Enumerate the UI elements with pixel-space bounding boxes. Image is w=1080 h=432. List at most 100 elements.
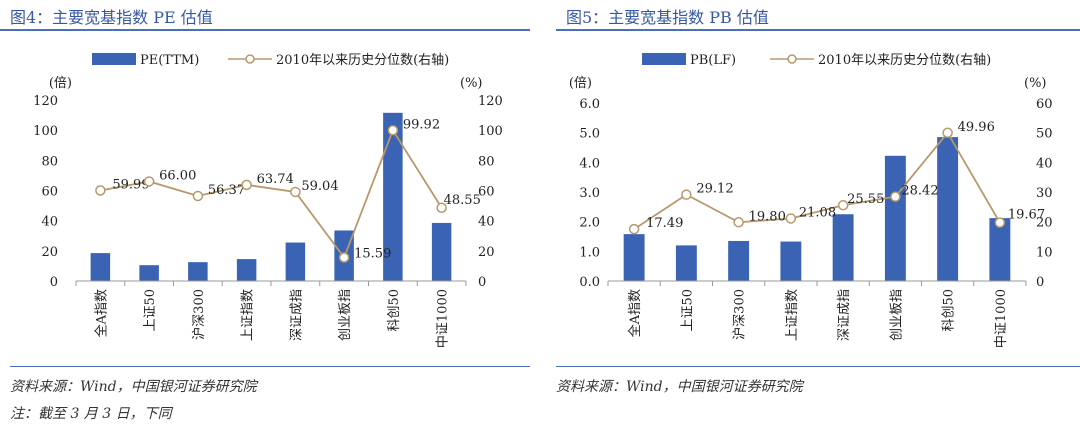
pb-percentile-point	[942, 127, 953, 139]
pb-percentile-data-label: 25.55	[847, 192, 884, 207]
pb-percentile-point	[785, 213, 797, 224]
pb-title-rule	[556, 29, 1080, 31]
pb-bar	[884, 155, 906, 281]
pb-bottom-rule	[556, 366, 1080, 367]
pb-percentile-point	[837, 199, 849, 211]
pe-left-axis-label: (倍)	[49, 76, 72, 91]
pb-right-tick-label: 30	[1036, 186, 1053, 201]
pe-bar	[139, 265, 159, 281]
pb-legend-line-marker	[787, 54, 797, 64]
pe-category-label: 上证50	[143, 289, 158, 332]
pe-category-label: 沪深300	[191, 289, 207, 340]
pe-right-tick-label: 60	[478, 185, 495, 200]
pb-bar	[623, 234, 645, 281]
pe-category-label: 上证指数	[241, 289, 256, 341]
pe-chart: PE(TTM) 2010年以来历史分位数(右轴) (倍) (%) 0 20 40 60 80 10…	[33, 53, 503, 348]
pe-bar	[383, 112, 403, 281]
pb-chart: PB(LF) 2010年以来历史分位数(右轴) (倍) (%) 0.0 1.0 2.0 3.0…	[569, 53, 1053, 348]
pe-category-label: 科创50	[387, 289, 402, 332]
pb-left-tick-label: 2.0	[579, 216, 600, 231]
pe-percentile-data-label: 56.37	[208, 183, 245, 198]
pb-right-tick-label: 40	[1036, 156, 1053, 171]
pe-percentile-data-label: 59.99	[112, 178, 149, 193]
pe-right-tick-label: 20	[478, 245, 495, 260]
pb-category-label: 上证50	[680, 289, 695, 332]
pe-left-tick-label: 120	[33, 94, 58, 109]
pb-percentile-point	[890, 191, 901, 202]
pe-source: 资料来源：Wind，中国银河证券研究院	[10, 379, 257, 395]
pe-percentile-point	[143, 176, 155, 187]
pb-bar	[675, 245, 697, 281]
pe-bar	[285, 242, 306, 281]
pe-right-tick-label: 0	[478, 275, 486, 290]
pb-category-label: 中证1000	[994, 289, 1009, 348]
pb-percentile-point	[994, 217, 1006, 228]
pe-title-rule	[0, 29, 530, 31]
pb-left-tick-label: 0.0	[579, 275, 600, 290]
pe-category-label: 全A指数	[93, 289, 109, 337]
pb-percentile-data-label: 19.80	[749, 209, 786, 224]
pe-figure-title: 图4：主要宽基指数 PE 估值	[10, 8, 213, 27]
pe-percentile-point	[192, 190, 204, 202]
pe-category-label: 创业板指	[338, 289, 353, 341]
pb-percentile-data-label: 28.42	[901, 184, 938, 199]
pb-right-tick-label: 0	[1036, 275, 1044, 290]
pe-percentile-point	[436, 202, 447, 214]
pe-percentile-point	[95, 185, 106, 196]
pb-category-label: 全A指数	[627, 289, 643, 337]
pb-category-label: 创业板指	[889, 289, 904, 341]
pb-category-label: 深证成指	[837, 289, 852, 341]
pe-left-tick-label: 60	[41, 185, 58, 200]
pe-left-tick-label: 20	[41, 245, 58, 260]
pb-percentile-point	[628, 223, 640, 235]
pb-right-axis-label: (%)	[1024, 76, 1047, 91]
pe-percentile-data-label: 66.00	[159, 168, 196, 183]
pe-right-axis-label: (%)	[460, 76, 483, 91]
pb-figure-title: 图5：主要宽基指数 PB 估值	[566, 8, 769, 27]
pb-bar	[989, 218, 1011, 281]
pe-bar	[188, 262, 208, 281]
pe-percentile-point	[290, 186, 301, 198]
pb-right-tick-label: 60	[1036, 97, 1053, 112]
pe-left-tick-label: 80	[41, 154, 58, 169]
pe-right-tick-label: 80	[478, 154, 495, 169]
pb-category-label: 沪深300	[732, 289, 748, 340]
pe-left-tick-label: 0	[50, 275, 58, 290]
pe-right-tick-label: 100	[478, 124, 503, 139]
pe-bar	[90, 253, 111, 281]
pe-left-tick-label: 40	[41, 215, 58, 230]
pb-category-label: 上证指数	[785, 289, 800, 341]
pb-left-tick-label: 4.0	[579, 156, 600, 171]
pb-right-tick-label: 20	[1036, 216, 1053, 231]
pe-left-tick-label: 100	[33, 124, 58, 139]
pe-percentile-point	[241, 179, 252, 191]
pb-percentile-data-label: 29.12	[696, 182, 733, 197]
pe-percentile-line	[100, 128, 443, 260]
pe-legend-line-marker	[245, 54, 255, 64]
pb-percentile-data-label: 19.67	[1008, 208, 1045, 223]
pb-left-tick-label: 5.0	[579, 127, 600, 142]
pb-bar	[780, 241, 802, 281]
pb-bar	[937, 137, 959, 281]
pe-percentile-point	[387, 125, 399, 136]
pe-bottom-rule	[10, 366, 530, 367]
pb-bar	[728, 240, 750, 281]
pb-legend-bar-label: PB(LF)	[690, 53, 736, 68]
pe-legend-bar-label: PE(TTM)	[140, 53, 199, 68]
pb-percentile-data-label: 49.96	[958, 120, 995, 135]
pe-right-tick-label: 120	[478, 94, 503, 109]
pb-percentile-point	[733, 217, 744, 228]
pe-percentile-data-label: 99.92	[403, 117, 440, 132]
pe-bar	[431, 222, 452, 281]
pb-category-label: 科创50	[942, 289, 957, 332]
pb-percentile-line	[633, 131, 1001, 230]
pe-percentile-point	[338, 252, 350, 263]
pe-percentile-data-label: 48.55	[444, 193, 481, 208]
pe-percentile-data-label: 15.59	[354, 246, 391, 261]
pe-bar	[236, 259, 257, 281]
pb-left-tick-label: 3.0	[579, 186, 600, 201]
pb-percentile-point	[681, 189, 692, 200]
pe-percentile-data-label: 63.74	[257, 172, 294, 187]
pb-percentile-data-label: 17.49	[646, 216, 683, 231]
pe-right-tick-label: 40	[478, 215, 495, 230]
